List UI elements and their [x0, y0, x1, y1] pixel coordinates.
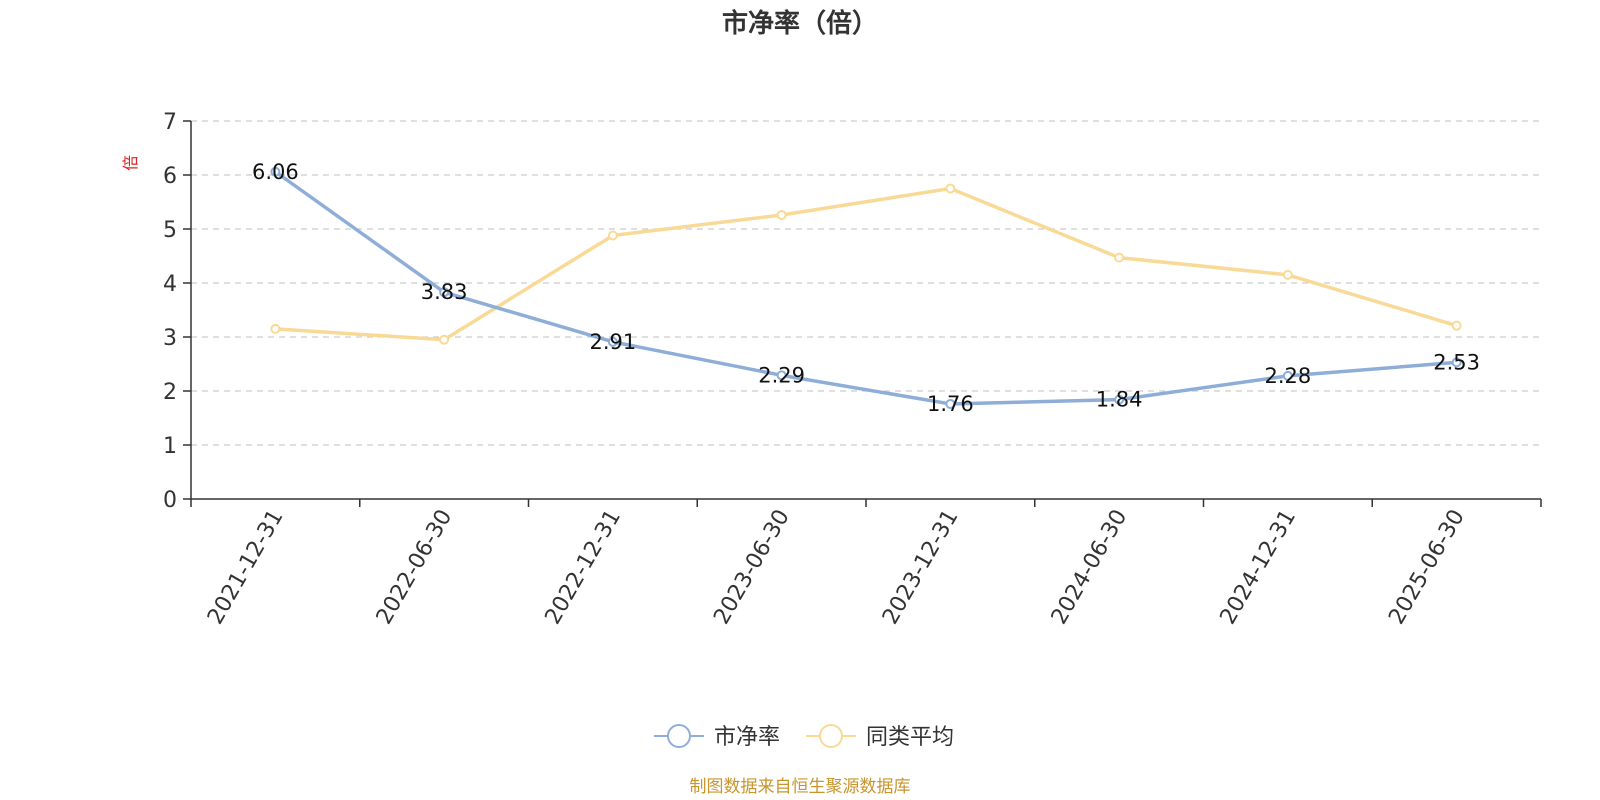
- grid-lines: [191, 120, 1541, 446]
- legend-label: 市净率: [714, 725, 780, 750]
- x-tick-label: 2025-06-30: [1384, 506, 1470, 629]
- legend-item-1[interactable]: 市净率: [654, 724, 780, 750]
- series-group: [270, 166, 1462, 409]
- legend-item-2[interactable]: 同类平均: [806, 724, 954, 750]
- source-note: 制图数据来自恒生聚源数据库: [690, 777, 911, 797]
- legend-marker: [667, 724, 691, 748]
- data-point[interactable]: [1451, 320, 1462, 331]
- y-tick-label: 2: [163, 380, 177, 405]
- chart-title: 市净率（倍）: [722, 8, 878, 39]
- y-tick-label: 5: [163, 218, 177, 243]
- data-label: 2.28: [1264, 364, 1311, 388]
- x-tick-label: 2023-12-31: [878, 506, 964, 629]
- data-label: 1.76: [927, 392, 974, 416]
- data-point[interactable]: [1114, 252, 1125, 263]
- data-point[interactable]: [270, 166, 281, 177]
- data-point[interactable]: [607, 230, 618, 241]
- data-point[interactable]: [776, 370, 787, 381]
- y-tick-label: 7: [163, 110, 177, 135]
- x-tick-label: 2022-06-30: [372, 506, 458, 629]
- data-point[interactable]: [439, 334, 450, 345]
- data-label: 2.29: [758, 363, 805, 387]
- data-label: 3.83: [421, 280, 468, 304]
- y-axis-unit: 倍: [121, 155, 140, 171]
- series-line-1: [274, 170, 1457, 406]
- data-point[interactable]: [945, 398, 956, 409]
- data-point[interactable]: [1451, 357, 1462, 368]
- data-point[interactable]: [439, 287, 450, 298]
- y-tick-label: 4: [163, 272, 177, 297]
- x-tick-label: 2021-12-31: [203, 506, 289, 629]
- legend-label: 同类平均: [866, 725, 954, 750]
- x-tick-label: 2022-12-31: [540, 506, 626, 629]
- data-point[interactable]: [270, 323, 281, 334]
- y-tick-label: 3: [163, 326, 177, 351]
- data-label: 2.91: [589, 330, 636, 354]
- x-tick-label: 2024-06-30: [1047, 506, 1133, 629]
- data-point[interactable]: [1282, 269, 1293, 280]
- y-tick-label: 6: [163, 164, 177, 189]
- y-tick-label: 1: [163, 434, 177, 459]
- data-point[interactable]: [776, 209, 787, 220]
- data-label: 1.84: [1096, 388, 1143, 412]
- data-point[interactable]: [1282, 370, 1293, 381]
- data-label: 6.06: [252, 160, 299, 184]
- data-point[interactable]: [607, 336, 618, 347]
- data-label: 2.53: [1433, 350, 1480, 374]
- data-point[interactable]: [1114, 394, 1125, 405]
- data-point[interactable]: [945, 183, 956, 194]
- legend-marker: [819, 724, 843, 748]
- x-tick-label: 2023-06-30: [709, 506, 795, 629]
- legend[interactable]: 市净率 同类平均: [654, 724, 954, 750]
- x-tick-label: 2024-12-31: [1215, 506, 1301, 629]
- data-labels: 6.06 3.83 2.91 2.29 1.76 1.84 2.28 2.53: [252, 160, 1480, 416]
- series-line-2: [275, 186, 1458, 342]
- axes: 0 1 2 3 4 5 6 7 2021-12-31 2022-06-30 2022-12-31 20…: [163, 110, 1542, 629]
- y-tick-label: 0: [163, 488, 177, 513]
